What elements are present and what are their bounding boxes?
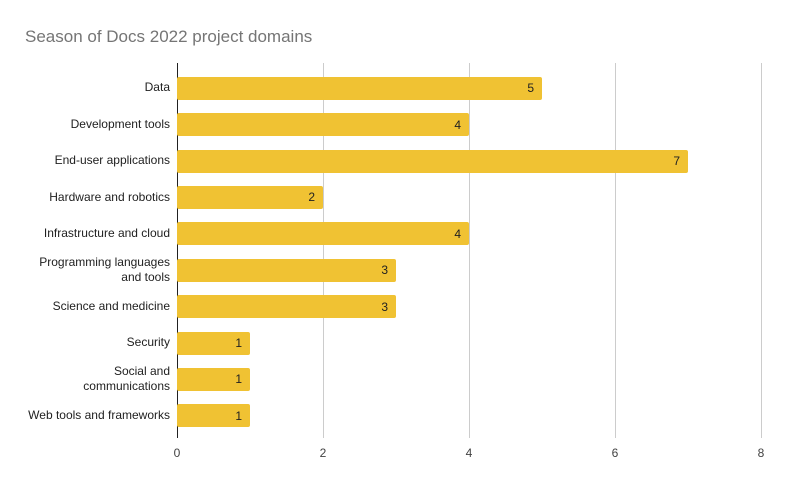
- x-axis-tick-label: 2: [319, 446, 327, 460]
- gridline: [615, 63, 616, 438]
- bar: 3: [177, 258, 396, 282]
- bar-value-label: 7: [673, 154, 680, 168]
- category-label: Web tools and frameworks: [28, 407, 170, 422]
- bar: 1: [177, 404, 250, 428]
- x-axis-tick-label: 4: [465, 446, 473, 460]
- bar-value-label: 2: [308, 190, 315, 205]
- gridline: [761, 63, 762, 438]
- bar: 2: [177, 185, 323, 209]
- x-axis-tick-label: 0: [173, 446, 181, 460]
- category-label: Science and medicine: [52, 298, 170, 313]
- bar: 5: [177, 76, 542, 100]
- chart-title: Season of Docs 2022 project domains: [25, 27, 313, 46]
- category-label: End-user applications: [54, 153, 170, 168]
- gridline: [469, 63, 470, 438]
- bar: 4: [177, 222, 469, 246]
- bar-value-label: 4: [454, 226, 461, 241]
- x-axis-tick-label: 8: [757, 446, 765, 460]
- bar: 1: [177, 367, 250, 391]
- bar: 4: [177, 113, 469, 137]
- category-label: Data: [144, 80, 170, 95]
- bar-value-label: 5: [527, 81, 534, 96]
- bar-value-label: 3: [381, 299, 388, 314]
- bar-value-label: 1: [235, 408, 242, 423]
- bar-value-label: 3: [381, 263, 388, 278]
- category-label: Security: [126, 335, 170, 350]
- bar-value-label: 1: [235, 336, 242, 350]
- bar: 1: [177, 331, 250, 355]
- x-axis-tick-label: 6: [611, 446, 619, 460]
- category-label: Programming languages and tools: [39, 254, 170, 285]
- bar: 3: [177, 295, 396, 319]
- bar: 7: [177, 149, 688, 173]
- category-label: Development tools: [70, 116, 170, 131]
- bar-value-label: 1: [235, 372, 242, 387]
- y-axis-baseline: [177, 63, 178, 438]
- category-label: Social and communications: [83, 363, 170, 394]
- category-label: Hardware and robotics: [49, 189, 170, 204]
- gridline: [323, 63, 324, 438]
- category-label: Infrastructure and cloud: [43, 225, 170, 240]
- bar-value-label: 4: [454, 117, 461, 132]
